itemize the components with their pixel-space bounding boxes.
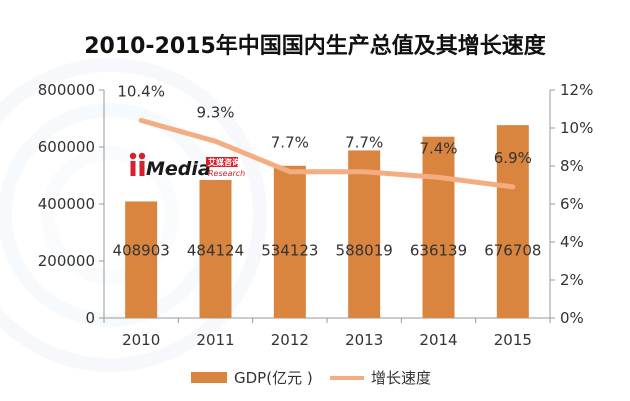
left-y-tick-label: 400000 xyxy=(38,195,95,213)
gdp-bar-label: 408903 xyxy=(113,241,170,259)
iimedia-logo-en: Research xyxy=(208,169,245,178)
x-ticks: 2010 2011 2012 2013 2014 2015 xyxy=(103,318,551,349)
iimedia-logo: Media 艾媒咨询 Research xyxy=(129,152,245,180)
gdp-bar-label: 676708 xyxy=(484,241,541,259)
x-tick-label: 2010 xyxy=(122,331,160,349)
x-tick-label: 2015 xyxy=(494,331,532,349)
gdp-bar-label: 636139 xyxy=(410,241,467,259)
gdp-bar xyxy=(199,180,232,318)
iimedia-logo-mark xyxy=(129,152,146,176)
gdp-bar xyxy=(422,136,455,318)
bg-ring-outer xyxy=(0,58,267,372)
legend-label-gdp: GDP(亿元 ) xyxy=(234,369,313,387)
growth-label: 7.7% xyxy=(271,134,309,152)
gdp-bars xyxy=(125,125,529,319)
gdp-bar-labels: 408903 484124 534123 588019 636139 676708 xyxy=(113,241,542,259)
bg-ring-middle xyxy=(0,103,222,327)
right-y-tick-label: 0% xyxy=(560,309,584,327)
right-y-tick-label: 10% xyxy=(560,119,593,137)
growth-label: 10.4% xyxy=(117,82,165,100)
legend-swatch-gdp xyxy=(191,372,227,383)
legend-label-growth: 增长速度 xyxy=(371,369,431,387)
right-y-ticks: 0% 2% 4% 6% 8% 10% 12% xyxy=(550,81,593,327)
legend: GDP(亿元 ) 增长速度 xyxy=(191,369,431,387)
growth-line xyxy=(138,117,516,190)
chart-title: 2010-2015年中国国内生产总值及其增长速度 xyxy=(84,33,547,59)
right-y-tick-label: 12% xyxy=(560,81,593,99)
growth-label: 9.3% xyxy=(196,103,234,121)
x-tick-label: 2012 xyxy=(271,331,309,349)
growth-label: 7.7% xyxy=(345,134,383,152)
gdp-bar xyxy=(348,150,381,318)
left-y-tick-label: 0 xyxy=(85,309,95,327)
right-y-tick-label: 8% xyxy=(560,157,584,175)
gdp-bar xyxy=(125,201,158,318)
growth-label: 6.9% xyxy=(494,149,532,167)
gdp-bar-label: 588019 xyxy=(336,241,393,259)
gdp-bar xyxy=(496,125,529,319)
gdp-bar-label: 534123 xyxy=(261,241,318,259)
gdp-bar-label: 484124 xyxy=(187,241,244,259)
left-y-tick-label: 200000 xyxy=(38,252,95,270)
right-y-tick-label: 2% xyxy=(560,271,584,289)
right-y-tick-label: 6% xyxy=(560,195,584,213)
iimedia-logo-cn-bg xyxy=(206,157,238,167)
right-y-tick-label: 4% xyxy=(560,233,584,251)
iimedia-logo-cn: 艾媒咨询 xyxy=(208,157,240,167)
bg-ring-inner xyxy=(41,146,179,284)
left-y-ticks: 0 200000 400000 600000 800000 xyxy=(38,81,104,327)
x-tick-label: 2013 xyxy=(345,331,383,349)
left-y-tick-label: 600000 xyxy=(38,138,95,156)
background-decoration xyxy=(0,58,267,372)
left-y-tick-label: 800000 xyxy=(38,81,95,99)
iimedia-logo-text: Media xyxy=(146,158,211,180)
x-tick-label: 2014 xyxy=(419,331,457,349)
growth-line-labels: 10.4% 9.3% 7.7% 7.7% 7.4% 6.9% xyxy=(117,82,532,166)
x-tick-label: 2011 xyxy=(196,331,234,349)
gdp-bar xyxy=(273,165,306,318)
growth-label: 7.4% xyxy=(419,139,457,157)
growth-line-series xyxy=(138,117,516,190)
